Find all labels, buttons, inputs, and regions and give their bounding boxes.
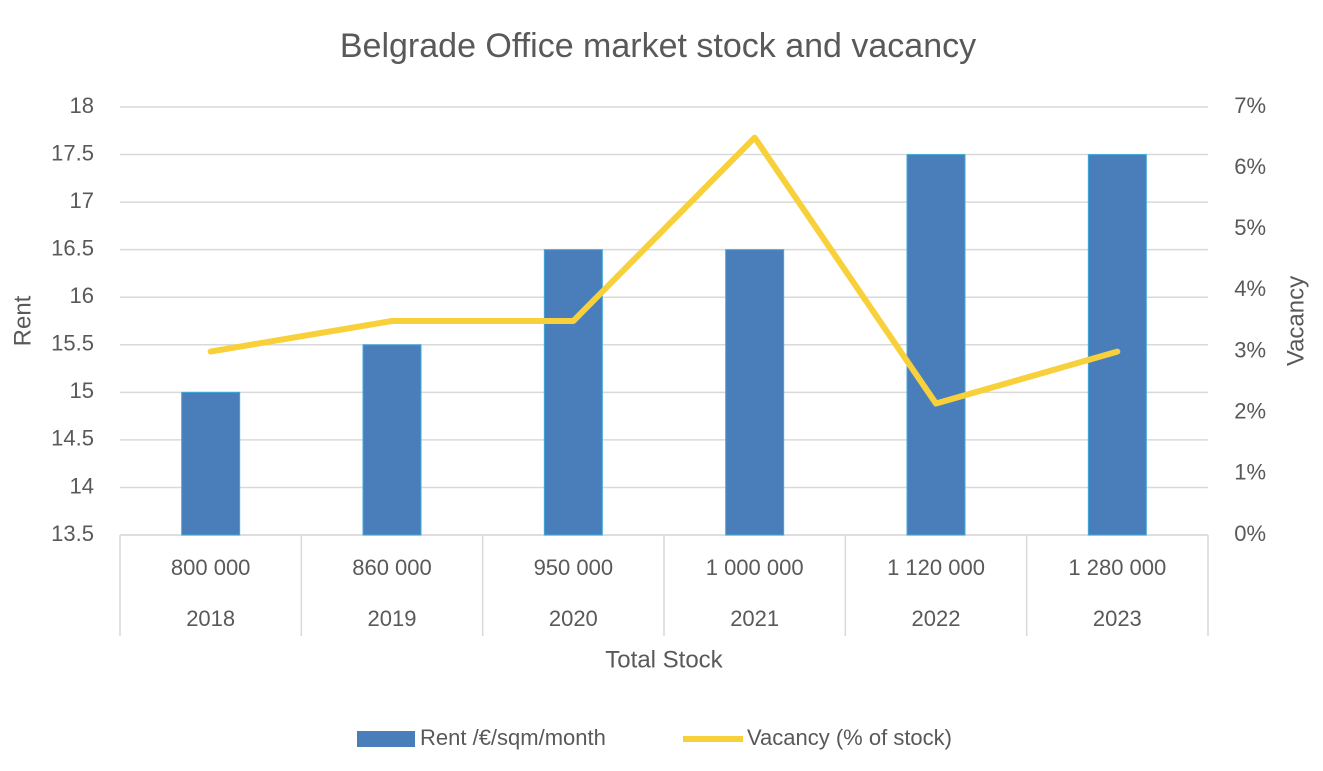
- x-tick-label: 2020: [549, 606, 598, 631]
- legend-swatch: [357, 731, 415, 747]
- x-tick-label: 800 000: [171, 555, 251, 580]
- y-tick-label: 16.5: [51, 235, 94, 260]
- x-tick-label: 2021: [730, 606, 779, 631]
- line: [207, 134, 1121, 407]
- bar: [1087, 154, 1147, 536]
- y2-tick-label: 3%: [1234, 337, 1266, 362]
- y-axis-title: Rent: [9, 295, 36, 346]
- y-tick-label: 16: [70, 283, 94, 308]
- bar: [906, 154, 966, 536]
- bar: [362, 344, 422, 536]
- y2-tick-label: 7%: [1234, 93, 1266, 118]
- x-tick-label: 2022: [912, 606, 961, 631]
- y-tick-label: 18: [70, 93, 94, 118]
- y-tick-label: 13.5: [51, 521, 94, 546]
- y2-tick-label: 5%: [1234, 215, 1266, 240]
- y2-tick-label: 0%: [1234, 521, 1266, 546]
- y2-axis-title: Vacancy: [1282, 276, 1309, 366]
- y2-tick-label: 1%: [1234, 460, 1266, 485]
- y-tick-label: 14.5: [51, 426, 94, 451]
- x-tick-label: 1 280 000: [1068, 555, 1166, 580]
- x-tick-label: 860 000: [352, 555, 432, 580]
- x-tick-label: 2019: [368, 606, 417, 631]
- legend-label: Vacancy (% of stock): [747, 725, 952, 750]
- y-tick-label: 17.5: [51, 140, 94, 165]
- legend-label: Rent /€/sqm/month: [420, 725, 606, 750]
- x-tick-label: 1 000 000: [706, 555, 804, 580]
- x-tick-label: 2023: [1093, 606, 1142, 631]
- y2-tick-label: 2%: [1234, 399, 1266, 424]
- y-tick-label: 15: [70, 378, 94, 403]
- y-tick-label: 15.5: [51, 331, 94, 356]
- y-tick-label: 17: [70, 188, 94, 213]
- x-tick-label: 1 120 000: [887, 555, 985, 580]
- x-axis-title: Total Stock: [605, 646, 723, 673]
- bar: [181, 391, 241, 536]
- y-tick-label: 14: [70, 473, 94, 498]
- y2-tick-label: 4%: [1234, 276, 1266, 301]
- x-tick-label: 2018: [186, 606, 235, 631]
- bar: [725, 249, 785, 536]
- chart-title: Belgrade Office market stock and vacancy: [340, 27, 976, 65]
- x-tick-label: 950 000: [534, 555, 614, 580]
- y2-tick-label: 6%: [1234, 154, 1266, 179]
- bar: [543, 249, 603, 536]
